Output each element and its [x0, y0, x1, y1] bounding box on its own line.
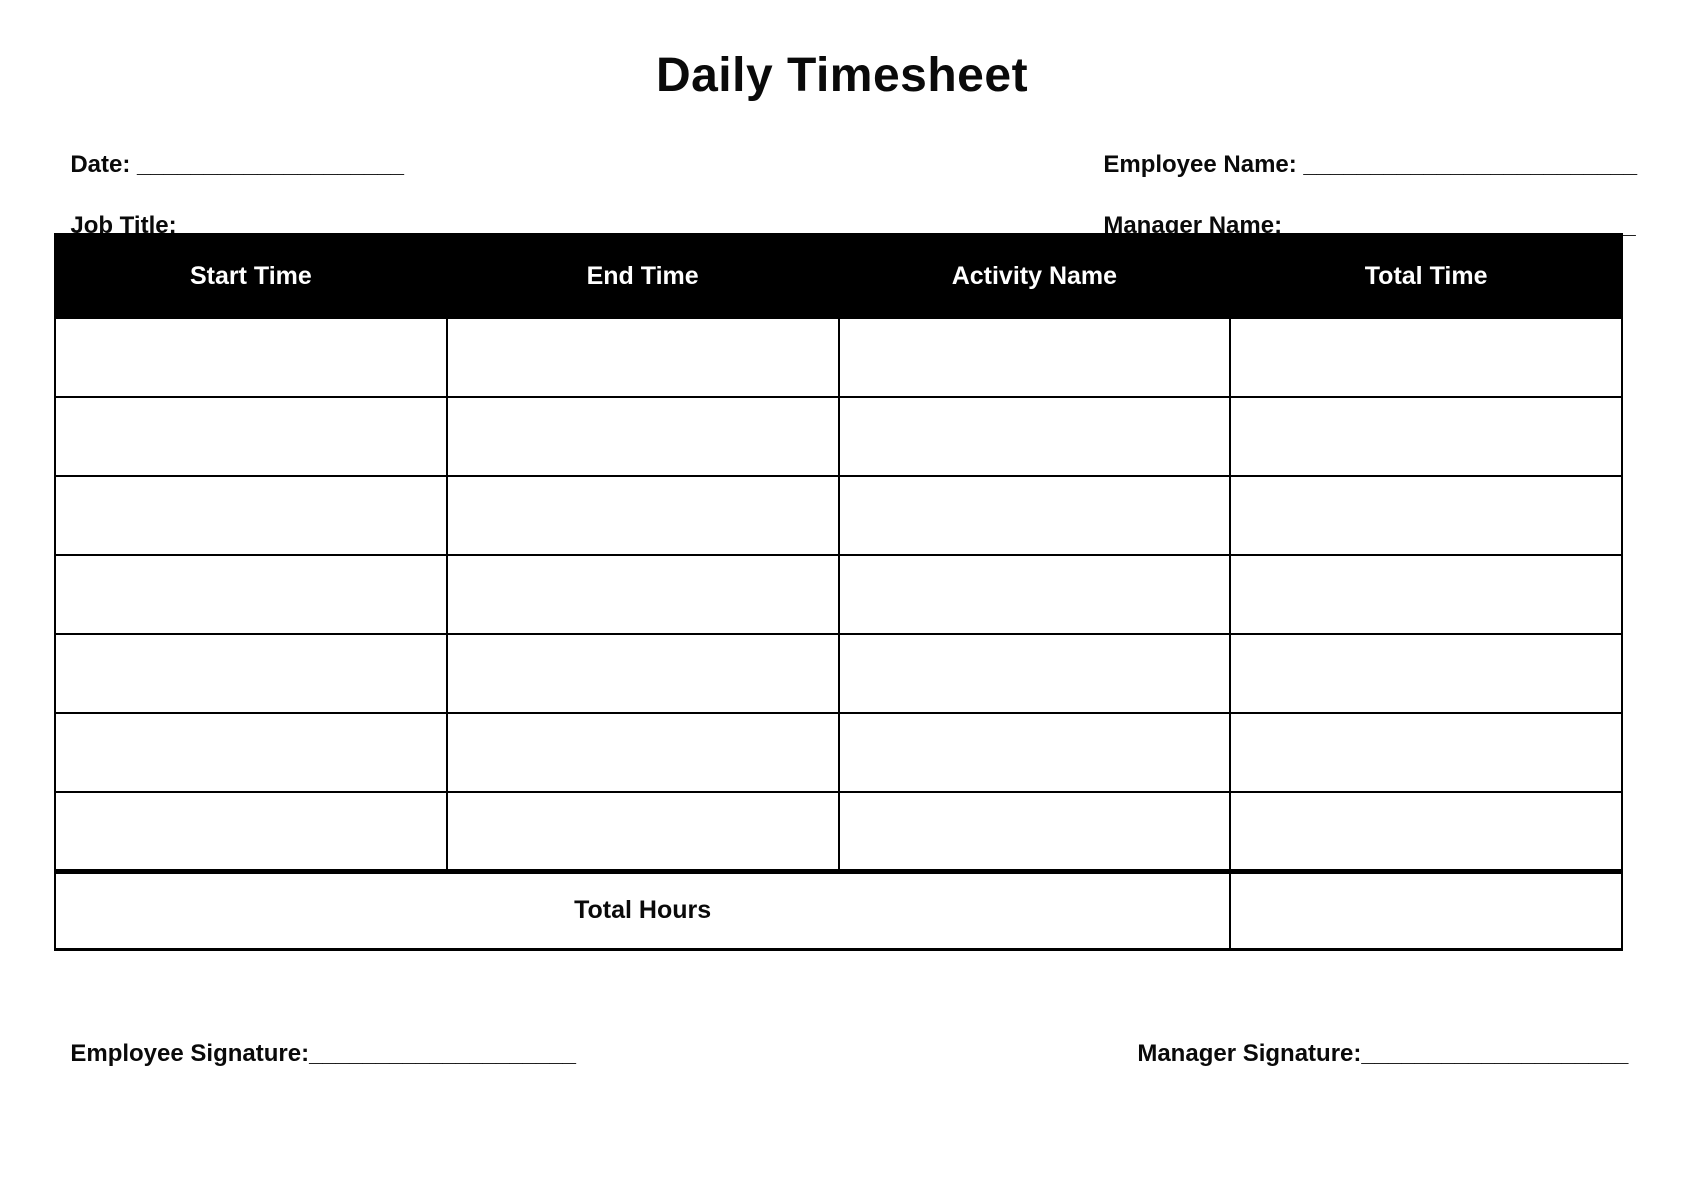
column-header-start-time: Start Time	[54, 233, 448, 319]
employee-name-blank-line: _________________________	[1303, 151, 1638, 178]
timesheet-footer-row: Total Hours	[53, 868, 1623, 951]
timesheet-empty-cell	[445, 475, 840, 556]
timesheet-empty-cell	[54, 317, 448, 398]
total-hours-value-cell	[1229, 868, 1623, 951]
timesheet-empty-cell	[445, 791, 840, 872]
timesheet-empty-cell	[1229, 712, 1623, 793]
table-row	[54, 475, 1623, 556]
employee-name-field: Employee Name: _________________________	[1090, 123, 1637, 179]
table-row	[54, 554, 1623, 635]
timesheet-table: Start Time End Time Activity Name Total …	[53, 233, 1623, 951]
employee-signature-label: Employee Signature:	[70, 1040, 310, 1067]
timesheet-empty-cell	[837, 554, 1232, 635]
total-hours-label-cell: Total Hours	[53, 868, 1232, 951]
timesheet-empty-cell	[445, 712, 840, 793]
timesheet-empty-cell	[445, 317, 840, 398]
date-field: Date: ____________________	[57, 123, 404, 179]
page-title: Daily Timesheet	[655, 49, 1029, 102]
timesheet-empty-cell	[1229, 554, 1623, 635]
table-row	[54, 712, 1623, 793]
manager-signature-blank-line: ____________________	[1361, 1040, 1629, 1067]
employee-signature-field: Employee Signature:____________________	[57, 1012, 576, 1068]
manager-signature-field: Manager Signature:____________________	[1124, 1012, 1628, 1068]
manager-name-field: Manager Name: __________________________	[1090, 184, 1635, 240]
table-row	[54, 317, 1623, 398]
table-row	[54, 396, 1623, 477]
timesheet-empty-cell	[1229, 633, 1623, 714]
timesheet-empty-cell	[837, 317, 1232, 398]
timesheet-empty-cell	[445, 633, 840, 714]
timesheet-empty-cell	[54, 554, 448, 635]
manager-signature-label: Manager Signature:	[1137, 1040, 1362, 1067]
column-header-activity-name: Activity Name	[837, 233, 1232, 319]
timesheet-empty-cell	[837, 396, 1232, 477]
date-label: Date:	[70, 151, 138, 178]
timesheet-empty-cell	[1229, 396, 1623, 477]
column-header-end-time: End Time	[445, 233, 840, 319]
timesheet-empty-cell	[445, 554, 840, 635]
table-row	[54, 633, 1623, 714]
table-row	[54, 791, 1623, 872]
timesheet-empty-cell	[54, 396, 448, 477]
timesheet-empty-cell	[54, 791, 448, 872]
employee-name-label: Employee Name:	[1103, 151, 1304, 178]
timesheet-empty-cell	[1229, 317, 1623, 398]
employee-signature-blank-line: ____________________	[309, 1040, 577, 1067]
timesheet-body	[54, 317, 1623, 872]
job-title-field: Job Title:___________________	[57, 184, 430, 240]
timesheet-empty-cell	[1229, 791, 1623, 872]
timesheet-empty-cell	[837, 791, 1232, 872]
date-blank-line: ____________________	[137, 151, 404, 178]
timesheet-empty-cell	[445, 396, 840, 477]
timesheet-empty-cell	[837, 633, 1232, 714]
timesheet-empty-cell	[1229, 475, 1623, 556]
timesheet-empty-cell	[837, 475, 1232, 556]
column-header-total-time: Total Time	[1229, 233, 1623, 319]
timesheet-empty-cell	[837, 712, 1232, 793]
timesheet-empty-cell	[54, 475, 448, 556]
timesheet-empty-cell	[54, 633, 448, 714]
timesheet-empty-cell	[54, 712, 448, 793]
timesheet-header-row: Start Time End Time Activity Name Total …	[54, 233, 1623, 319]
